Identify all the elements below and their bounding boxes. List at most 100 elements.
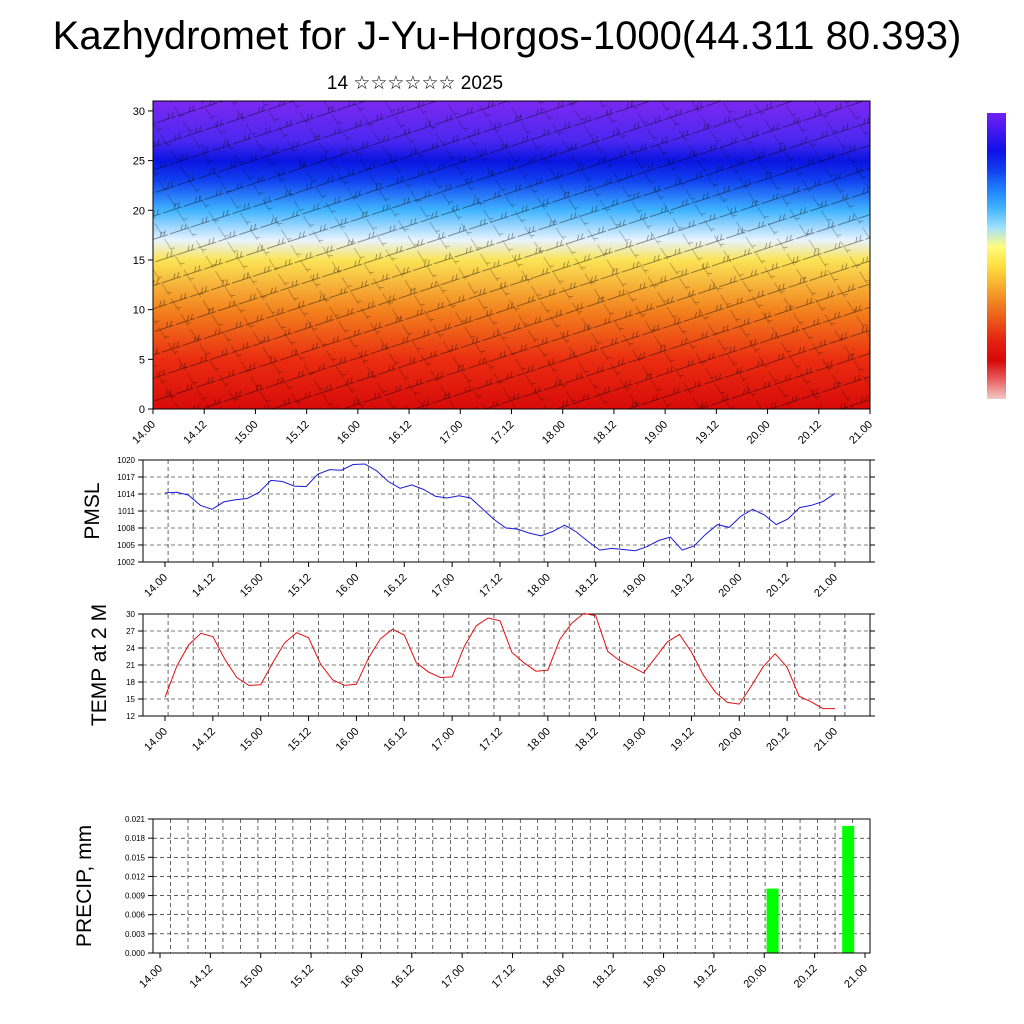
x-tick-label: 19.00 — [642, 419, 670, 447]
y-tick-label: 0.012 — [125, 872, 146, 881]
y-tick-label: 0.009 — [125, 892, 146, 901]
x-tick-label: 18.00 — [540, 419, 568, 447]
x-tick-label: 19.12 — [691, 963, 719, 991]
colorbar — [987, 113, 1006, 399]
y-tick-label: 15 — [126, 695, 135, 704]
x-tick-label: 21.00 — [847, 419, 875, 447]
temp-axis-label: TEMP at 2 M — [88, 604, 111, 726]
x-tick-label: 20.12 — [764, 572, 792, 600]
page-subtitle: 14 ☆☆☆☆☆☆ 2025 — [326, 73, 504, 94]
x-tick-label: 20.12 — [796, 419, 824, 447]
x-tick-label: 15.12 — [286, 726, 314, 754]
y-tick-label: 1011 — [118, 507, 136, 516]
x-tick-label: 15.12 — [288, 963, 316, 991]
y-tick-label: 21 — [126, 661, 135, 670]
x-tick-label: 21.00 — [812, 572, 840, 600]
x-tick-label: 19.12 — [694, 419, 722, 447]
x-tick-label: 20.12 — [792, 963, 820, 991]
precip-frame — [152, 818, 871, 954]
x-tick-label: 16.00 — [334, 572, 362, 600]
y-tick-label: 18 — [126, 678, 135, 687]
precip-axis-label: PRECIP, mm — [73, 825, 96, 947]
x-tick-label: 20.00 — [745, 419, 773, 447]
x-tick-label: 14.12 — [190, 726, 218, 754]
x-tick-label: 15.12 — [284, 419, 312, 447]
y-tick-label: 30 — [126, 610, 135, 619]
x-tick-label: 16.12 — [381, 572, 409, 600]
y-tick-label: 1017 — [117, 473, 135, 482]
y-tick-label: 30 — [133, 106, 145, 118]
y-tick-label: 15 — [133, 255, 145, 267]
x-tick-label: 16.00 — [335, 419, 363, 447]
y-tick-label: 0.000 — [125, 949, 146, 958]
x-tick-label: 18.00 — [525, 726, 553, 754]
y-tick-label: 0.021 — [125, 815, 146, 824]
x-tick-label: 17.00 — [429, 726, 457, 754]
y-tick-label: 12 — [126, 712, 135, 721]
x-tick-label: 18.12 — [591, 419, 619, 447]
x-tick-label: 16.00 — [339, 963, 367, 991]
x-tick-label: 14.12 — [190, 572, 218, 600]
x-tick-label: 16.12 — [381, 726, 409, 754]
page-title: Kazhydromet for J-Yu-Horgos-1000(44.311 … — [52, 14, 962, 58]
y-tick-label: 1008 — [117, 524, 135, 533]
x-tick-label: 18.12 — [573, 572, 601, 600]
x-tick-label: 17.12 — [477, 726, 505, 754]
y-tick-label: 0.015 — [125, 853, 146, 862]
x-tick-label: 19.00 — [621, 572, 649, 600]
x-tick-label: 14.00 — [130, 419, 158, 447]
x-tick-label: 19.00 — [641, 963, 669, 991]
x-tick-label: 17.12 — [489, 419, 517, 447]
x-tick-label: 14.00 — [142, 726, 170, 754]
x-tick-label: 21.00 — [842, 963, 870, 991]
y-tick-label: 0.018 — [125, 834, 146, 843]
y-tick-label: 20 — [133, 205, 145, 217]
precip-bar — [842, 826, 855, 953]
x-tick-label: 15.00 — [233, 419, 261, 447]
y-tick-label: 1005 — [117, 541, 135, 550]
x-tick-label: 15.12 — [286, 572, 314, 600]
x-tick-label: 19.12 — [669, 726, 697, 754]
x-tick-label: 16.00 — [334, 726, 362, 754]
precip-bar — [766, 888, 779, 953]
x-tick-label: 16.12 — [389, 963, 417, 991]
x-tick-label: 14.00 — [137, 963, 165, 991]
x-tick-label: 17.00 — [429, 572, 457, 600]
x-tick-label: 18.00 — [525, 572, 553, 600]
temp-panel: 12 15 18 21 24 27 30 14.00 14.12 15.00 15.12 16.00 1… — [88, 604, 875, 754]
y-tick-label: 1002 — [117, 558, 135, 567]
x-tick-label: 15.00 — [238, 572, 266, 600]
pmsl-panel: 1002 1005 1008 1011 1014 1017 1020 14.00 14.12 15… — [81, 456, 875, 600]
y-tick-label: 25 — [133, 156, 145, 168]
x-tick-label: 18.00 — [540, 963, 568, 991]
x-tick-label: 17.12 — [490, 963, 518, 991]
temp-series-line — [164, 612, 835, 710]
x-tick-label: 21.00 — [812, 726, 840, 754]
x-tick-label: 17.00 — [437, 419, 465, 447]
x-tick-label: 20.00 — [716, 572, 744, 600]
x-tick-label: 20.00 — [741, 963, 769, 991]
x-tick-label: 14.12 — [188, 963, 216, 991]
x-tick-label: 20.00 — [716, 726, 744, 754]
precip-panel: 0.000 0.003 0.006 0.009 0.012 0.015 0.018 0.021… — [73, 815, 871, 991]
y-tick-label: 10 — [133, 305, 145, 317]
x-tick-label: 15.00 — [238, 726, 266, 754]
x-tick-label: 15.00 — [238, 963, 266, 991]
pmsl-axis-label: PMSL — [81, 482, 104, 539]
y-tick-label: 27 — [126, 627, 135, 636]
x-tick-label: 19.12 — [669, 572, 697, 600]
x-tick-label: 18.12 — [573, 726, 601, 754]
x-tick-label: 17.00 — [439, 963, 467, 991]
x-tick-label: 19.00 — [621, 726, 649, 754]
y-tick-label: 0 — [139, 404, 145, 416]
heatmap-panel: 0 5 10 15 20 25 30 14.00 14.12 15.00 15.12 16.00 16.… — [130, 100, 875, 447]
y-tick-label: 24 — [126, 644, 135, 653]
y-tick-label: 1014 — [117, 490, 135, 499]
x-tick-label: 14.00 — [142, 572, 170, 600]
x-tick-label: 17.12 — [477, 572, 505, 600]
x-tick-label: 14.12 — [181, 419, 209, 447]
x-tick-label: 20.12 — [764, 726, 792, 754]
y-tick-label: 0.006 — [125, 911, 146, 920]
x-tick-label: 16.12 — [386, 419, 414, 447]
